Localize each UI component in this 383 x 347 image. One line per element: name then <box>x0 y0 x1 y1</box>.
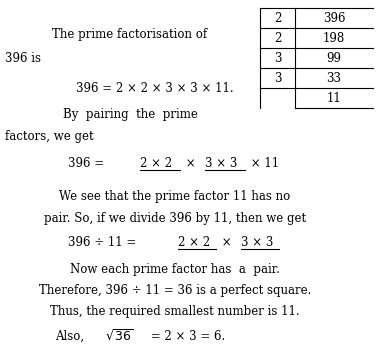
Text: × 11: × 11 <box>247 157 279 170</box>
Text: 2: 2 <box>274 11 281 25</box>
Text: 396 is: 396 is <box>5 52 41 65</box>
Text: factors, we get: factors, we get <box>5 130 93 143</box>
Text: $\sqrt{36}$: $\sqrt{36}$ <box>105 329 134 344</box>
Text: We see that the prime factor 11 has no: We see that the prime factor 11 has no <box>59 190 291 203</box>
Text: Thus, the required smallest number is 11.: Thus, the required smallest number is 11… <box>50 305 300 318</box>
Text: 396 = 2 × 2 × 3 × 3 × 11.: 396 = 2 × 2 × 3 × 3 × 11. <box>76 82 234 95</box>
Text: 3: 3 <box>274 51 281 65</box>
Text: 2 × 2: 2 × 2 <box>140 157 172 170</box>
Text: pair. So, if we divide 396 by 11, then we get: pair. So, if we divide 396 by 11, then w… <box>44 212 306 225</box>
Text: 3 × 3: 3 × 3 <box>205 157 237 170</box>
Text: By  pairing  the  prime: By pairing the prime <box>62 108 198 121</box>
Text: 396: 396 <box>323 11 345 25</box>
Text: Also,: Also, <box>55 330 92 343</box>
Text: 2: 2 <box>274 32 281 44</box>
Text: 11: 11 <box>327 92 341 104</box>
Text: ×: × <box>182 157 200 170</box>
Text: 2 × 2: 2 × 2 <box>178 236 210 249</box>
Text: 396 =: 396 = <box>68 157 108 170</box>
Text: 33: 33 <box>326 71 342 85</box>
Text: = 2 × 3 = 6.: = 2 × 3 = 6. <box>147 330 225 343</box>
Text: ×: × <box>218 236 236 249</box>
Text: 396 ÷ 11 =: 396 ÷ 11 = <box>68 236 140 249</box>
Text: The prime factorisation of: The prime factorisation of <box>52 28 208 41</box>
Text: Now each prime factor has  a  pair.: Now each prime factor has a pair. <box>70 263 280 276</box>
Text: 99: 99 <box>326 51 342 65</box>
Text: Therefore, 396 ÷ 11 = 36 is a perfect square.: Therefore, 396 ÷ 11 = 36 is a perfect sq… <box>39 284 311 297</box>
Text: 3 × 3: 3 × 3 <box>241 236 273 249</box>
Text: 3: 3 <box>274 71 281 85</box>
Text: 198: 198 <box>323 32 345 44</box>
